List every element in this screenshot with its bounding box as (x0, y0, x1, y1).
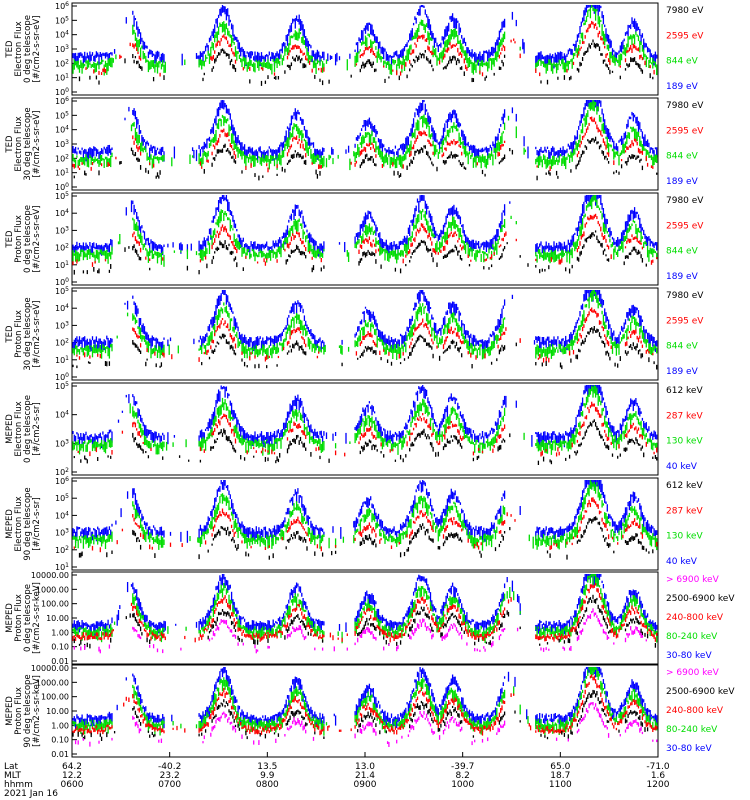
legend-entry: 844 eV (666, 57, 699, 67)
legend-entry: 7980 eV (666, 196, 704, 206)
y-tick-label: 104 (55, 30, 69, 40)
y-axis-label: 0 deg telescope (23, 395, 33, 463)
y-tick-label: 105 (55, 110, 69, 120)
y-axis-label: Electron Flux (14, 21, 24, 76)
y-axis-label: [#/cm2-s-sr-eV] (32, 205, 42, 272)
y-axis-label: Electron Flux (14, 116, 24, 171)
y-tick-label: 105 (55, 381, 69, 391)
y-axis-label: 0 deg telescope (23, 15, 33, 83)
legend-entry: 7980 eV (666, 291, 704, 301)
y-tick-label: 101 (55, 168, 69, 178)
y-axis-label: TED (5, 230, 15, 249)
y-axis-label: [#/cm2-s-sr-eV] (32, 15, 42, 82)
y-tick-label: 104 (55, 125, 69, 135)
legend-entry: 2595 eV (666, 31, 704, 41)
y-tick-label: 106 (55, 96, 69, 106)
y-axis-label: Proton Flux (14, 310, 24, 358)
y-tick-label: 101 (55, 355, 69, 365)
y-tick-label: 105 (55, 286, 69, 296)
y-axis-label: [#/cm2-s-sr] (32, 402, 42, 455)
y-tick-label: 106 (55, 1, 69, 11)
y-axis-label: Electron Flux (14, 401, 24, 456)
panel-frame (71, 287, 659, 381)
y-tick-label: 100 (55, 182, 69, 192)
panel-frame (71, 192, 659, 286)
y-axis-label: [#/cm2-s-sr-eV] (32, 110, 42, 177)
legend-entry: 287 keV (666, 411, 703, 421)
legend-entry: 40 keV (666, 462, 698, 472)
y-axis-label: 30 deg telescope (23, 107, 33, 180)
legend-entry: 7980 eV (666, 6, 704, 16)
legend-entry: 2595 eV (666, 221, 704, 231)
legend-entry: 844 eV (666, 152, 699, 162)
panel-frame (71, 382, 659, 476)
y-axis-label: MEPED (5, 414, 15, 444)
y-tick-label: 100 (55, 87, 69, 97)
y-tick-label: 103 (55, 320, 69, 330)
legend-entry: 189 eV (666, 367, 699, 377)
y-axis-label: [#/cm2-s-sr-eV] (32, 300, 42, 367)
y-axis-label: TED (5, 135, 15, 154)
y-tick-label: 100 (55, 372, 69, 382)
panel-frame (71, 97, 659, 191)
y-tick-label: 102 (55, 153, 69, 163)
legend-entry: 189 eV (666, 82, 699, 92)
legend-entry: 189 eV (666, 272, 699, 282)
legend-entry: 7980 eV (666, 101, 704, 111)
legend-entry: 2595 eV (666, 316, 704, 326)
legend-entry: 844 eV (666, 247, 699, 257)
y-tick-label: 102 (55, 243, 69, 253)
legend-entry: 130 keV (666, 437, 703, 447)
y-tick-label: 102 (55, 58, 69, 68)
y-tick-label: 103 (55, 139, 69, 149)
y-tick-label: 101 (55, 260, 69, 270)
y-tick-label: 103 (55, 438, 69, 448)
y-tick-label: 103 (55, 44, 69, 54)
y-tick-label: 101 (55, 73, 69, 83)
y-tick-label: 105 (55, 15, 69, 25)
y-tick-label: 100 (55, 277, 69, 287)
legend-entry: 2595 eV (666, 126, 704, 136)
y-tick-label: 104 (55, 303, 69, 313)
y-tick-label: 104 (55, 410, 69, 420)
y-tick-label: 104 (55, 208, 69, 218)
y-tick-label: 105 (55, 191, 69, 201)
y-axis-label: 30 deg telescope (23, 297, 33, 370)
y-tick-label: 102 (55, 338, 69, 348)
y-axis-label: TED (5, 325, 15, 344)
y-axis-label: 0 deg telescope (23, 205, 33, 273)
legend-entry: 612 keV (666, 386, 703, 396)
y-tick-label: 103 (55, 225, 69, 235)
y-axis-label: Proton Flux (14, 215, 24, 263)
y-axis-label: TED (5, 40, 15, 59)
y-tick-label: 102 (55, 467, 69, 477)
legend-entry: 844 eV (666, 342, 699, 352)
legend-entry: 189 eV (666, 177, 699, 187)
